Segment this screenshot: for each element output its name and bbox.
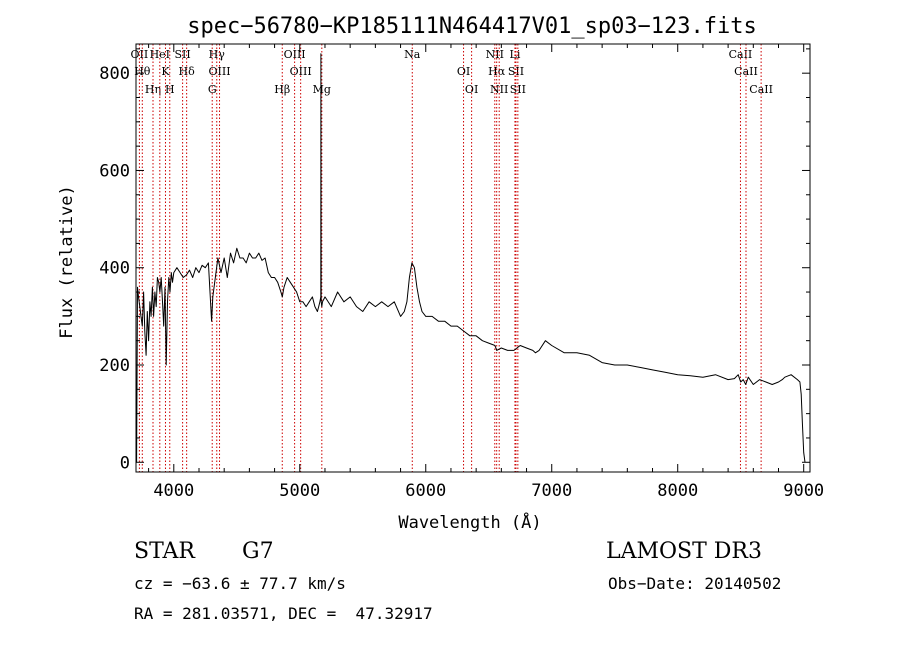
y-tick-label: 600 (99, 161, 130, 181)
line-marker-label: CaΙΙ (729, 48, 753, 61)
redshift-cz: cz = −63.6 ± 77.7 km/s (134, 574, 346, 593)
object-class: STAR (134, 539, 195, 564)
line-marker-label: NΙΙ (490, 83, 508, 96)
y-tick-label: 0 (120, 453, 130, 473)
y-tick-label: 800 (99, 64, 130, 84)
x-tick-label: 6000 (405, 481, 446, 501)
line-marker-label: HeΙ (150, 48, 170, 61)
line-marker-label: OΙΙΙ (284, 48, 306, 61)
series-group (135, 53, 806, 463)
line-marker-label: OΙ (465, 83, 478, 96)
plot-frame (135, 43, 811, 473)
x-axis-label: Wavelength (Å) (398, 511, 541, 533)
x-tick-label: 8000 (657, 481, 698, 501)
line-marker-label: Hδ (179, 65, 196, 78)
line-marker-label: CaΙΙ (749, 83, 773, 96)
line-marker-label: Hβ (274, 83, 290, 96)
line-marker-label: SΙΙ (510, 83, 526, 96)
chart-title: spec−56780−KP185111N464417V01_sp03−123.f… (187, 14, 757, 39)
x-tick-label: 5000 (279, 481, 320, 501)
line-marker-label: OΙΙΙ (290, 65, 312, 78)
line-marker-label: Hγ (209, 48, 226, 61)
line-marker-label: Hα (488, 65, 506, 78)
x-tick-label: 4000 (153, 481, 194, 501)
line-marker-label: Na (404, 48, 421, 61)
y-axis-label: Flux (relative) (57, 185, 77, 339)
object-subclass: G7 (242, 539, 274, 564)
line-marker-label: SΙΙ (174, 48, 190, 61)
line-marker-label: Hθ (134, 65, 151, 78)
coordinates: RA = 281.03571, DEC = 47.32917 (134, 604, 433, 623)
series-line (135, 53, 806, 463)
survey-name: LAMOST DR3 (606, 539, 762, 564)
x-tick-label: 9000 (783, 481, 824, 501)
line-marker-label: K (161, 65, 170, 78)
line-marker-label: Hη (145, 83, 161, 96)
line-marker-label: NΙΙ (486, 48, 504, 61)
line-marker-label: Li (510, 48, 521, 61)
line-marker-label: OΙ (457, 65, 470, 78)
line-marker-label: G (208, 83, 217, 96)
y-tick-label: 400 (99, 259, 130, 279)
tick-labels: 4000 5000 6000 7000 8000 9000 0 200 400 600 800 (99, 64, 824, 501)
line-marker-label: OΙΙΙ (208, 65, 230, 78)
y-tick-label: 200 (99, 356, 130, 376)
axis-ticks (136, 44, 810, 472)
line-marker-label: Mg (313, 83, 331, 96)
obs-date: Obs−Date: 20140502 (608, 574, 782, 593)
x-tick-label: 7000 (531, 481, 572, 501)
line-markers: OΙΙHθHηHeΙKHSΙΙHδGHγOΙΙΙHβOΙΙΙOΙΙΙMgNaOΙ… (131, 44, 773, 472)
line-marker-label: OΙΙ (131, 48, 149, 61)
line-marker-label: H (165, 83, 175, 96)
line-marker-label: SΙΙ (508, 65, 524, 78)
line-marker-label: CaΙΙ (734, 65, 758, 78)
